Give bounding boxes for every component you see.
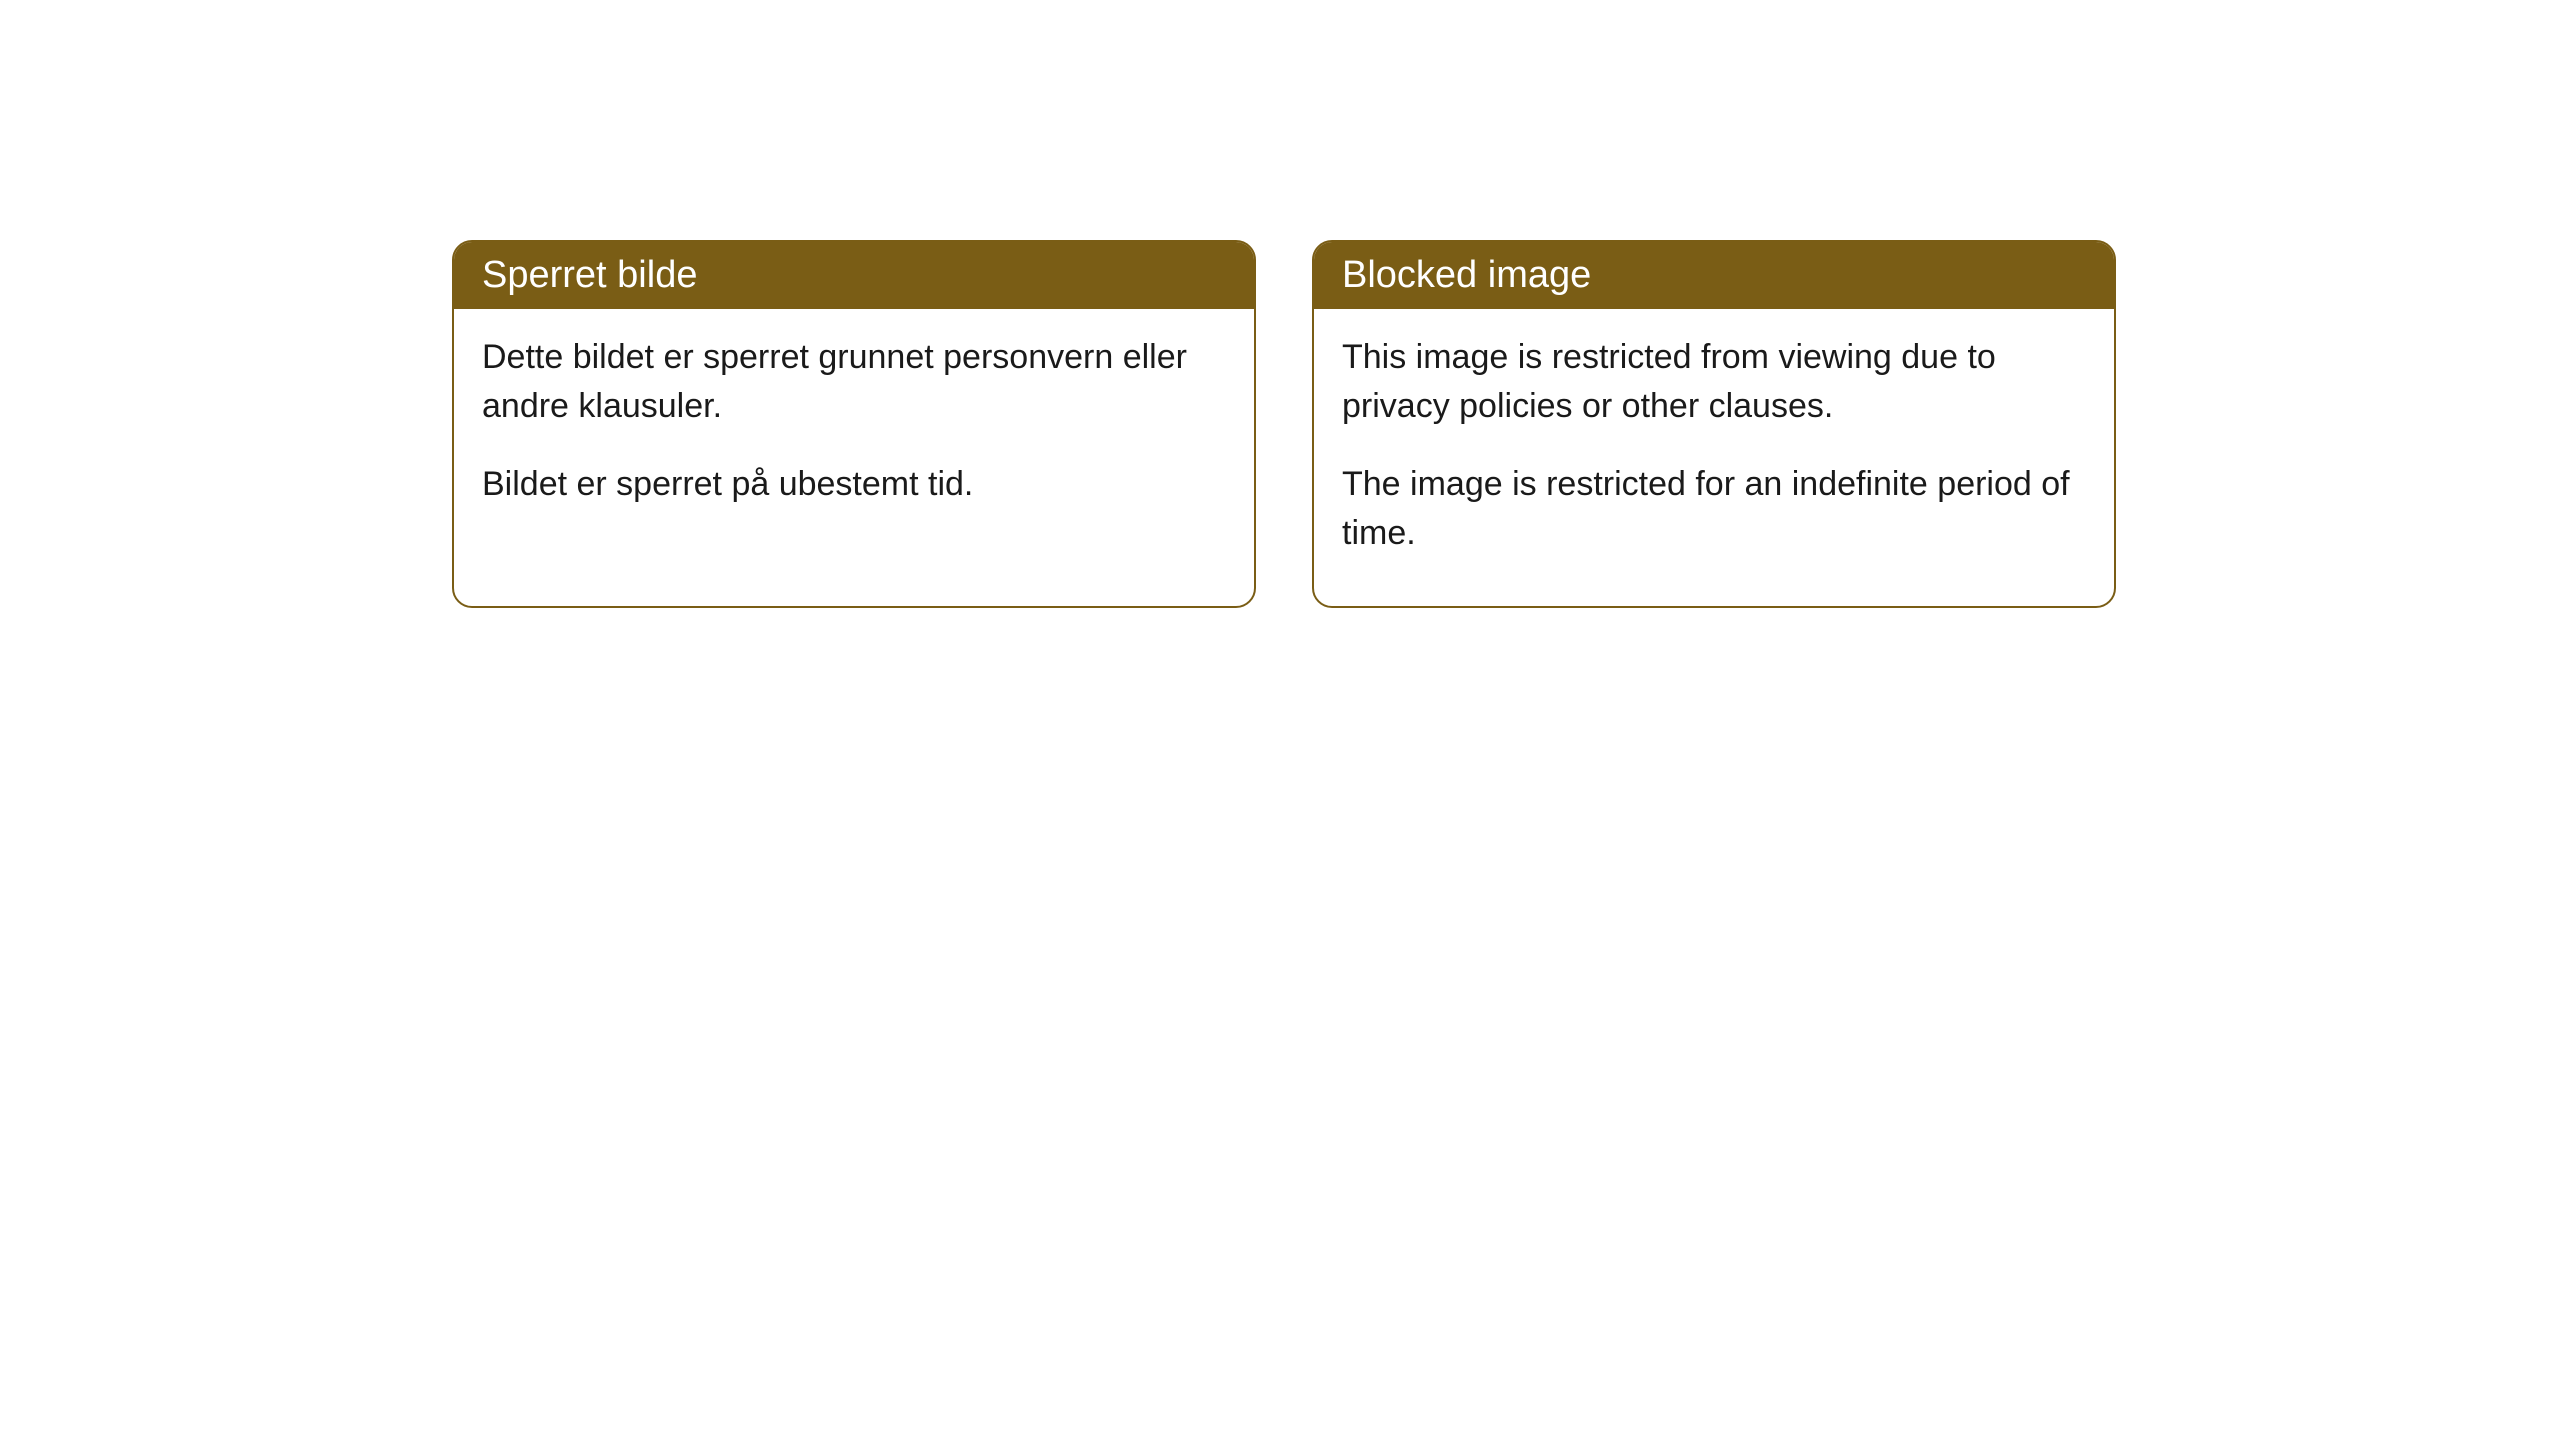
card-paragraph: The image is restricted for an indefinit…: [1342, 460, 2086, 559]
card-title: Sperret bilde: [482, 254, 697, 296]
card-header: Sperret bilde: [454, 242, 1254, 309]
card-paragraph: This image is restricted from viewing du…: [1342, 333, 2086, 432]
card-body: Dette bildet er sperret grunnet personve…: [454, 309, 1254, 557]
card-header: Blocked image: [1314, 242, 2114, 309]
card-paragraph: Bildet er sperret på ubestemt tid.: [482, 460, 1226, 509]
notice-card-english: Blocked image This image is restricted f…: [1312, 240, 2116, 608]
card-title: Blocked image: [1342, 254, 1591, 296]
notice-cards-container: Sperret bilde Dette bildet er sperret gr…: [452, 240, 2116, 608]
notice-card-norwegian: Sperret bilde Dette bildet er sperret gr…: [452, 240, 1256, 608]
card-body: This image is restricted from viewing du…: [1314, 309, 2114, 606]
card-paragraph: Dette bildet er sperret grunnet personve…: [482, 333, 1226, 432]
